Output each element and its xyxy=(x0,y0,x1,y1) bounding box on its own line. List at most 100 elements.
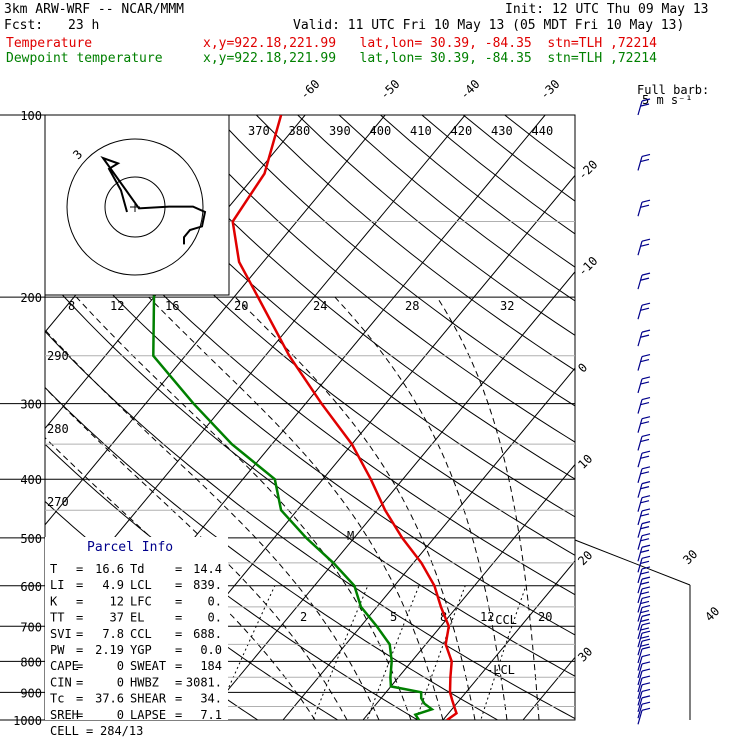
moist-adiabat-tick-label: 20 xyxy=(234,299,248,313)
parcel-info-eq: = xyxy=(86,724,93,738)
wind-barb xyxy=(637,697,643,713)
parcel-info-eq: = xyxy=(76,594,83,608)
wind-barb-flag xyxy=(640,571,650,575)
moist-adiabat-tick-label: 32 xyxy=(500,299,514,313)
wind-barb xyxy=(637,607,643,622)
parcel-info-label: CAPE xyxy=(50,659,79,673)
moist-adiabat-line xyxy=(76,296,412,720)
parcel-info-value: 688. xyxy=(193,627,222,641)
wind-barb-flag xyxy=(640,526,650,530)
wind-barb xyxy=(637,684,643,699)
wind-barb xyxy=(637,304,643,320)
edge-line xyxy=(574,539,691,586)
parcel-info-eq: = xyxy=(76,659,83,673)
wind-barb xyxy=(637,670,643,686)
pressure-tick-label: 100 xyxy=(20,109,42,123)
parcel-info-label: CIN xyxy=(50,675,72,689)
wind-barb-flag xyxy=(640,307,650,311)
isotherm-line xyxy=(45,115,386,526)
wind-barb xyxy=(637,510,643,526)
moist-adiabat-tick-label: 12 xyxy=(110,299,124,313)
model-title: 3km ARW-WRF -- NCAR/MMM xyxy=(4,2,185,17)
theta-tick-label: 420 xyxy=(451,124,473,138)
temperature-tick-label: 20 xyxy=(575,548,595,568)
temperature-location: x,y=922.18,221.99 lat,lon= 30.39, -84.35… xyxy=(203,36,657,51)
parcel-info-eq: = xyxy=(175,659,182,673)
wind-barb-flag xyxy=(640,581,650,585)
wind-barb-flag xyxy=(641,272,651,276)
wind-barb xyxy=(637,100,643,116)
theta-tick-label: 380 xyxy=(289,124,311,138)
moist-adiabat-line xyxy=(45,386,348,720)
wind-barb-flag xyxy=(641,566,651,570)
wind-barb-flag xyxy=(641,646,651,650)
isotherm-line xyxy=(202,271,575,720)
wind-barb-flag xyxy=(640,103,650,107)
wind-barb-flag xyxy=(641,533,651,537)
dry-adiabat-line xyxy=(214,115,575,407)
wind-barb-flag xyxy=(641,153,651,158)
parcel-info-value: 37 xyxy=(110,611,124,625)
parcel-info-label: YGP xyxy=(130,643,152,657)
wind-barb-flag xyxy=(641,416,651,420)
isotherm-line xyxy=(362,463,575,720)
dewpoint-line xyxy=(149,115,435,720)
wind-barb xyxy=(637,633,643,648)
wind-barb xyxy=(637,547,643,562)
parcel-info-eq: = xyxy=(76,675,83,689)
parcel-info-label: LI xyxy=(50,578,64,592)
parcel-info-value: 839. xyxy=(193,578,222,592)
dewpoint-location: x,y=922.18,221.99 lat,lon= 30.39, -84.35… xyxy=(203,51,657,66)
parcel-info-label: LFC xyxy=(130,594,152,608)
parcel-info-eq: = xyxy=(175,627,182,641)
moist-adiabat-tick-label: 8 xyxy=(68,299,75,313)
wind-barb-flag xyxy=(641,302,651,306)
temperature-line xyxy=(231,115,458,720)
isotherm-line xyxy=(592,115,740,733)
parcel-info-value: 0. xyxy=(208,594,222,608)
wind-barb xyxy=(637,202,643,217)
wind-barb-flag xyxy=(641,595,651,599)
theta-tick-label: 440 xyxy=(532,124,554,138)
wind-barb xyxy=(637,616,643,631)
wind-barb xyxy=(637,356,643,371)
wind-barb xyxy=(637,241,643,256)
parcel-info-label: Td xyxy=(130,562,144,576)
pressure-tick-label: 1000 xyxy=(13,714,42,728)
mixing-ratio-line xyxy=(366,585,420,720)
wind-barb-flag xyxy=(641,481,651,485)
wind-barb-flag xyxy=(641,199,651,203)
moist-adiabat-line xyxy=(234,296,476,720)
parcel-info-label: SHEAR xyxy=(130,692,167,706)
wind-barb-flag xyxy=(640,381,650,385)
dry-adiabat-line xyxy=(45,219,575,636)
temperature-tick-label: -40 xyxy=(457,77,482,102)
wind-barb-flag xyxy=(641,586,651,590)
wind-barbs xyxy=(637,98,651,725)
parcel-info-value: 7.8 xyxy=(102,627,124,641)
moist-adiabat-tick-label: 24 xyxy=(313,299,327,313)
mixing-ratio-tick-label: 20 xyxy=(538,610,552,624)
wind-barb-flag xyxy=(640,277,650,281)
temperature-tick-label: 30 xyxy=(575,644,595,664)
isotherm-line xyxy=(45,115,466,622)
parcel-info-eq: = xyxy=(175,594,182,608)
dry-adiabat-line xyxy=(45,386,499,720)
pressure-tick-label: 900 xyxy=(20,686,42,700)
dry-adiabat-line xyxy=(338,115,575,302)
wind-barb xyxy=(637,648,643,664)
parcel-info-label: SVI xyxy=(50,627,72,641)
wind-barb-flag xyxy=(641,238,651,242)
wind-barb xyxy=(637,578,643,594)
parcel-info-value: 284/13 xyxy=(100,724,143,738)
wind-barb xyxy=(637,656,643,671)
wind-barb-flag xyxy=(640,471,650,475)
wind-barb-flag xyxy=(641,555,651,559)
parcel-info-label: PW xyxy=(50,643,65,657)
parcel-info-label: TT xyxy=(50,611,64,625)
parcel-info-eq: = xyxy=(175,578,182,592)
wind-barb xyxy=(637,710,643,725)
parcel-info-title: Parcel Info xyxy=(87,540,173,555)
wind-barb xyxy=(637,156,643,171)
pressure-tick-label: 600 xyxy=(20,580,42,594)
